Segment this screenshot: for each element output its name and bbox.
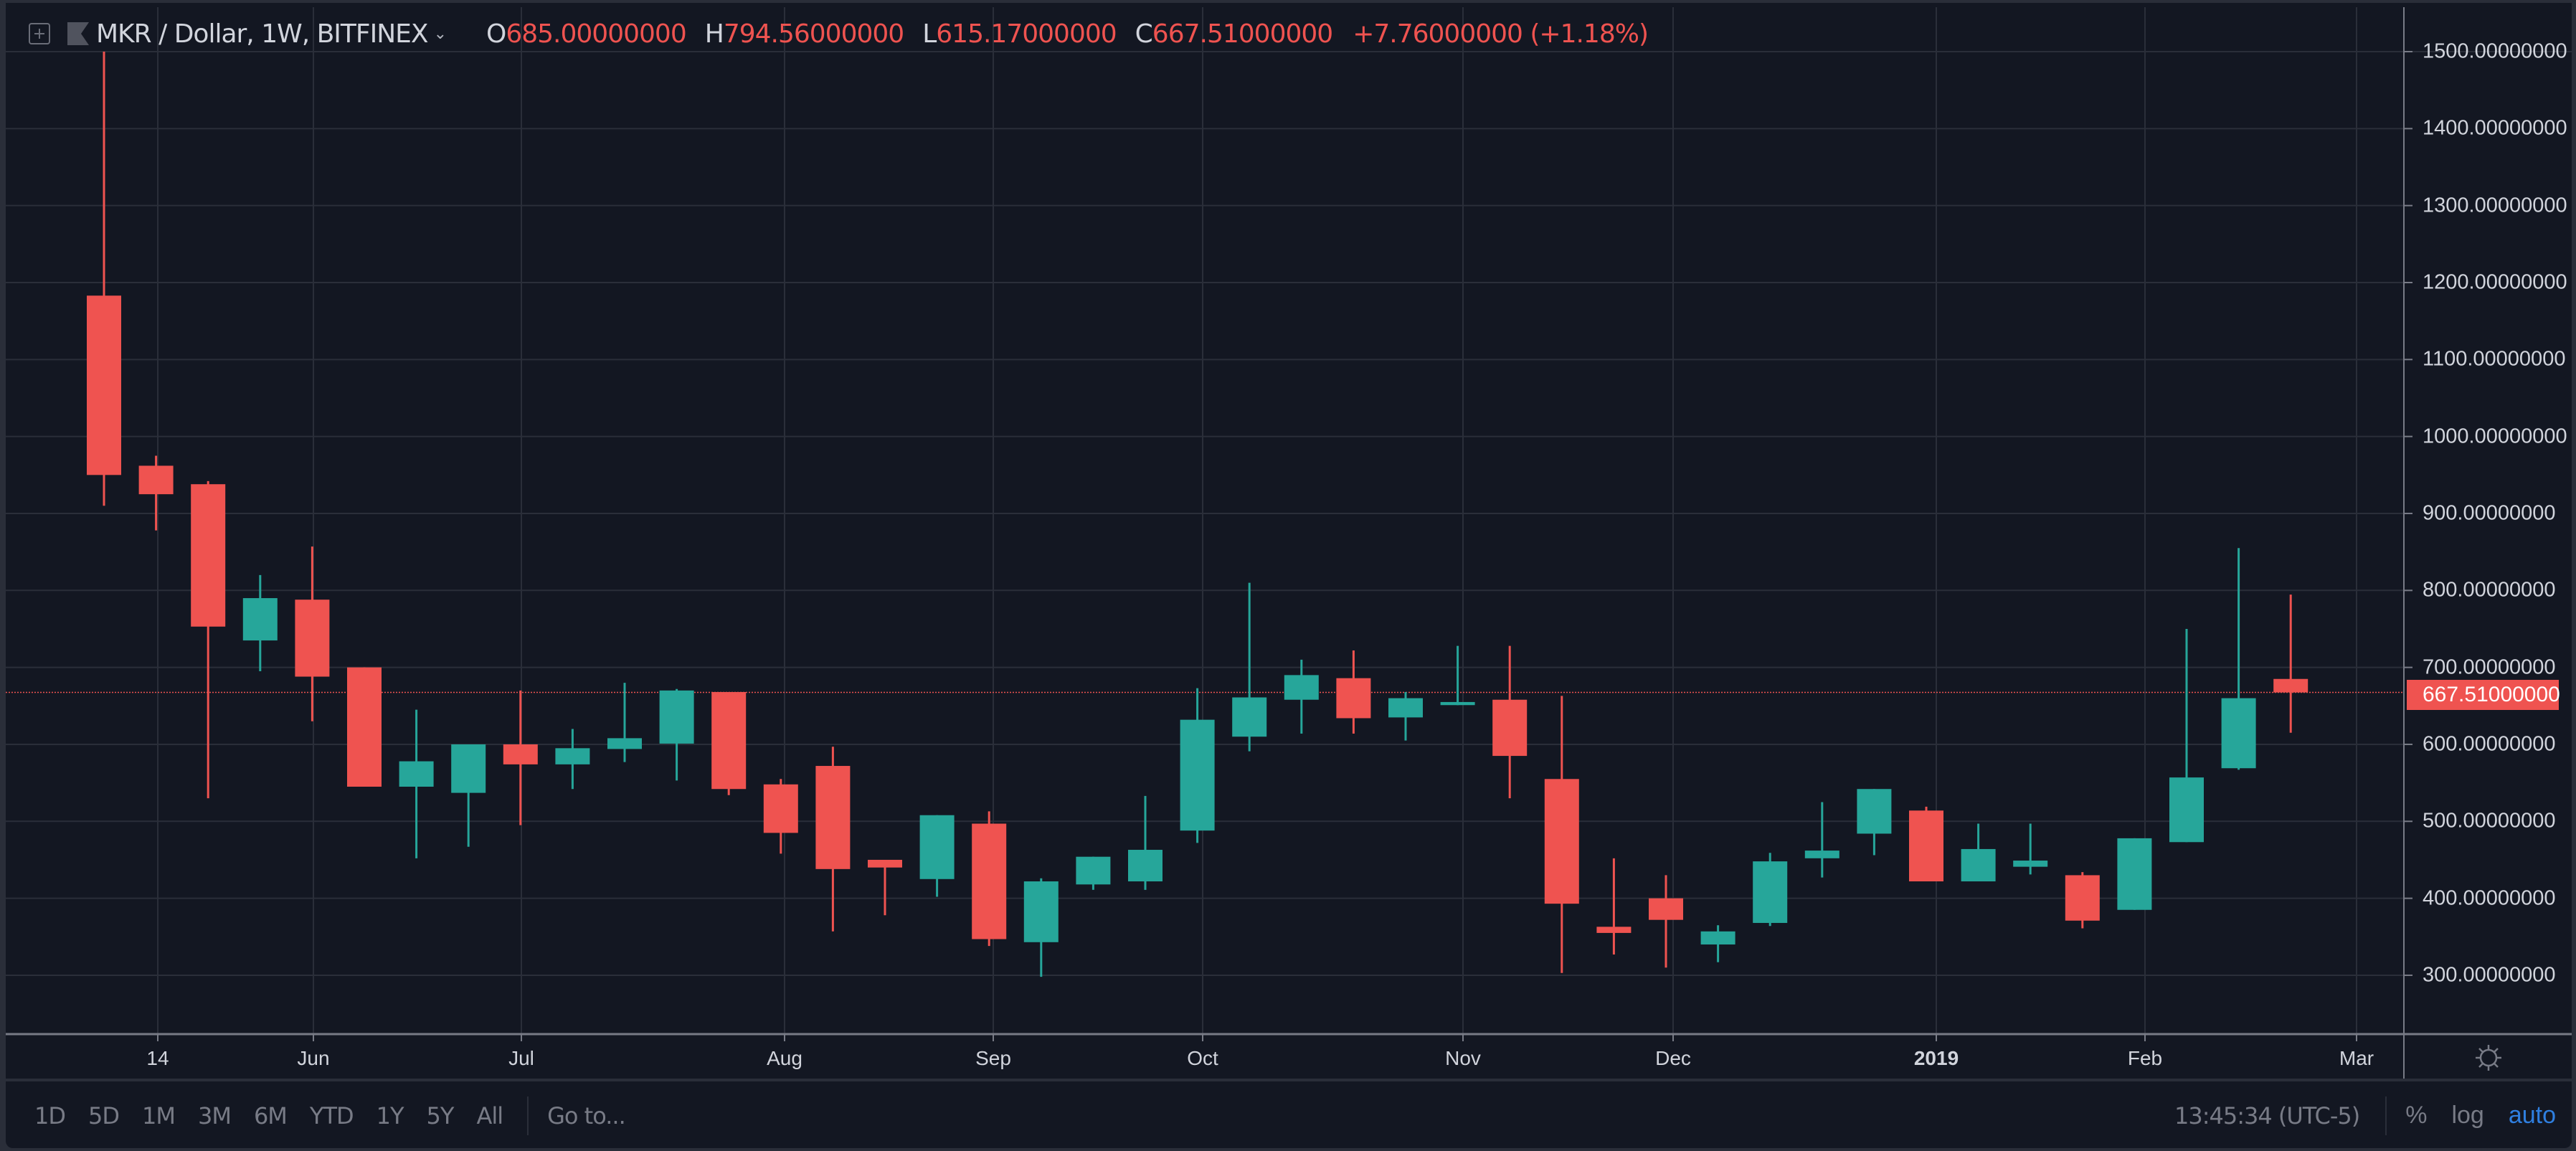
symbol-title[interactable]: MKR / Dollar, 1W, BITFINEX [96,19,429,49]
low-label: L [922,19,937,49]
gear-icon[interactable] [2473,1042,2504,1074]
time-tick-label: Aug [767,1047,802,1069]
price-tick-label: 900.00000000 [2423,501,2556,525]
chevron-down-icon[interactable]: ⌄ [433,24,447,43]
log-scale-toggle[interactable]: log [2451,1102,2484,1129]
open-value: 685.00000000 [506,19,686,49]
time-tick-label: Sep [975,1047,1011,1069]
percent-scale-toggle[interactable]: % [2405,1102,2428,1129]
chart-frame [6,3,2572,1148]
price-tick-label: 1200.00000000 [2423,270,2567,294]
range-6m-button[interactable]: 6M [253,1102,288,1129]
last-price-tag: 667.51000000 [2407,680,2560,710]
price-tick-label: 1500.00000000 [2423,39,2567,63]
range-1y-button[interactable]: 1Y [376,1102,404,1129]
range-ytd-button[interactable]: YTD [309,1102,354,1129]
range-5y-button[interactable]: 5Y [426,1102,455,1129]
divider [527,1096,529,1135]
plus-square-icon[interactable] [29,23,50,44]
open-label: O [486,19,506,49]
range-1d-button[interactable]: 1D [34,1102,66,1129]
low-value: 615.17000000 [936,19,1117,49]
bottom-toolbar: 1D 5D 1M 3M 6M YTD 1Y 5Y All Go to... 13… [6,1083,2572,1148]
change-value: +7.76000000 (+1.18%) [1353,19,1649,49]
time-tick-label: 2019 [1913,1047,1959,1069]
time-tick-label: Feb [2127,1047,2163,1069]
price-tick-label: 1300.00000000 [2423,194,2567,217]
price-tick-label: 500.00000000 [2423,809,2556,833]
price-tick-label: 1100.00000000 [2423,347,2566,371]
flag-icon [67,22,89,45]
goto-button[interactable]: Go to... [547,1102,626,1129]
time-tick-label: Jul [508,1047,534,1069]
price-tick-label: 300.00000000 [2423,963,2556,987]
time-tick-label: Jun [297,1047,330,1069]
high-value: 794.56000000 [723,19,904,49]
close-label: C [1135,19,1153,49]
price-tick-label: 1400.00000000 [2423,116,2567,140]
divider [2385,1096,2387,1135]
price-tick-label: 1000.00000000 [2423,425,2567,448]
clock-timezone[interactable]: 13:45:34 (UTC-5) [2174,1102,2360,1129]
price-tick-label: 800.00000000 [2423,578,2556,602]
chart-legend: MKR / Dollar, 1W, BITFINEX ⌄ O 685.00000… [29,16,1649,52]
time-tick-label: Dec [1655,1047,1691,1069]
auto-scale-toggle[interactable]: auto [2508,1102,2556,1129]
range-all-button[interactable]: All [476,1102,503,1129]
range-5d-button[interactable]: 5D [88,1102,120,1129]
time-tick-label: Nov [1445,1047,1481,1069]
time-tick-label: Mar [2339,1047,2374,1069]
high-label: H [704,19,724,49]
time-tick-label: 14 [146,1047,169,1069]
close-value: 667.51000000 [1152,19,1333,49]
price-tick-label: 700.00000000 [2423,655,2556,679]
range-1m-button[interactable]: 1M [142,1102,176,1129]
price-tick-label: 600.00000000 [2423,732,2556,756]
time-tick-label: Oct [1187,1047,1218,1069]
price-tick-label: 400.00000000 [2423,886,2556,910]
range-3m-button[interactable]: 3M [197,1102,232,1129]
